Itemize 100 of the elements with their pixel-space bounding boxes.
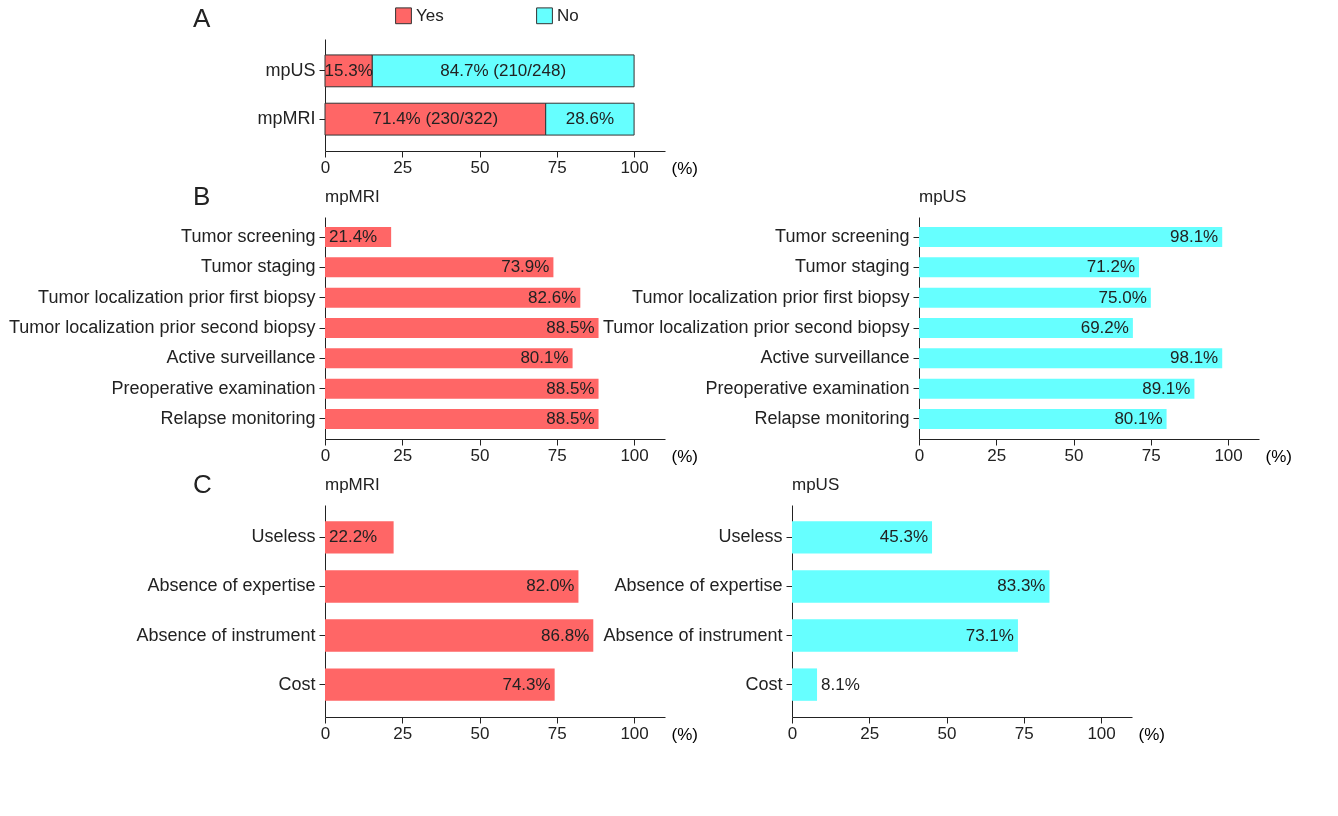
x-tick-label: 0 [320,723,331,743]
x-axis-title: (%) [1265,446,1292,466]
x-tick-label: 75 [547,723,567,743]
x-axis-title: (%) [1138,724,1165,744]
text: B [193,181,211,211]
y-tick-label: Active surveillance [166,347,316,368]
y-tick-label: Tumor screening [775,226,910,247]
bar [325,619,594,652]
bar [919,287,1151,308]
data-label: 69.2% [1080,318,1129,337]
bar [919,408,1167,429]
y-tick-label: Absence of instrument [136,624,316,645]
bar [792,668,818,701]
data-label: 28.6% [565,109,614,129]
y-tick-label: mpUS [265,59,316,80]
text: C [193,469,212,499]
y-tick-label: Absence of expertise [147,575,316,596]
bar [325,668,555,701]
y-tick-label: Tumor localization prior second biopsy [603,317,910,337]
x-tick-label: 100 [620,157,649,177]
x-tick-label: 50 [470,157,490,177]
x-tick-label: 75 [547,445,567,465]
x-tick-label: 75 [547,157,567,177]
x-tick-label: 50 [1064,445,1084,465]
x-tick-label: 50 [937,723,957,743]
x-tick-label: 25 [393,723,413,743]
y-tick-label: Active surveillance [760,347,910,368]
bar [325,287,581,308]
y-tick-label: Relapse monitoring [754,407,910,428]
x-tick-label: 100 [1087,723,1116,743]
bar [325,257,554,278]
data-label: 89.1% [1142,378,1191,398]
data-label: 98.1% [1170,348,1219,368]
y-tick-label: Cost [278,673,316,694]
bar [792,521,933,554]
data-label: 75.0% [1098,287,1147,307]
data-label: 71.2% [1086,257,1136,277]
bar [325,408,599,429]
bar [792,619,1018,652]
chart-title: mpMRI [325,475,380,494]
x-tick-label: 0 [787,723,798,743]
y-tick-label: Cost [745,673,783,694]
bar [919,257,1140,278]
x-axis-title: (%) [671,724,698,744]
data-label: 98.1% [1170,227,1219,247]
data-label: 80.1% [1114,408,1163,428]
text: A [193,3,211,33]
data-label: 88.5% [546,378,595,398]
chart-title: mpMRI [325,187,380,206]
y-tick-label: Tumor screening [181,226,316,247]
y-tick-label: Relapse monitoring [160,407,316,428]
y-tick-label: Useless [251,526,316,547]
y-tick-label: Useless [718,526,783,547]
bar [325,570,579,603]
data-label: 21.4% [329,227,378,247]
data-label: 88.5% [546,318,595,337]
bar [325,317,599,339]
bar [325,378,599,399]
data-label: 22.2% [329,527,378,547]
y-tick-label: Absence of expertise [614,575,783,596]
y-tick-label: Tumor staging [795,256,910,277]
x-tick-label: 100 [1214,445,1243,465]
data-label: 82.0% [526,576,575,596]
x-tick-label: 0 [914,445,925,465]
bar [919,348,1223,369]
data-label: 80.1% [520,348,569,368]
x-tick-label: 50 [470,445,490,465]
y-tick-label: Tumor localization prior second biopsy [9,317,316,337]
x-tick-label: 75 [1014,723,1034,743]
data-label: 8.1% [821,674,860,694]
data-label: 73.9% [501,257,550,277]
y-tick-label: Tumor localization prior first biopsy [632,286,910,307]
y-tick-label: Preoperative examination [705,377,910,398]
data-label: 86.8% [541,625,590,645]
data-label: 71.4% (230/322) [372,109,499,129]
x-tick-label: 50 [470,723,490,743]
bar [792,570,1050,603]
x-tick-label: 25 [393,157,413,177]
x-tick-label: 0 [320,157,331,177]
x-tick-label: 25 [860,723,880,743]
x-tick-label: 25 [393,445,413,465]
legend-label: No [557,5,579,25]
x-tick-label: 0 [320,445,331,465]
chart-title: mpUS [919,187,967,206]
y-tick-label: Absence of instrument [603,624,783,645]
x-tick-label: 75 [1141,445,1161,465]
data-label: 82.6% [528,287,577,307]
bar [325,348,573,369]
data-label: 88.5% [546,408,595,428]
x-tick-label: 100 [620,445,649,465]
data-label: 73.1% [965,625,1014,645]
x-axis-title: (%) [671,158,698,178]
data-label: 45.3% [879,527,929,547]
x-tick-label: 25 [987,445,1007,465]
data-label: 83.3% [997,576,1046,596]
data-label: 84.7% (210/248) [440,60,567,80]
x-axis-title: (%) [671,446,698,466]
bar [919,227,1223,248]
data-label: 74.3% [502,674,551,694]
y-tick-label: mpMRI [257,108,316,129]
